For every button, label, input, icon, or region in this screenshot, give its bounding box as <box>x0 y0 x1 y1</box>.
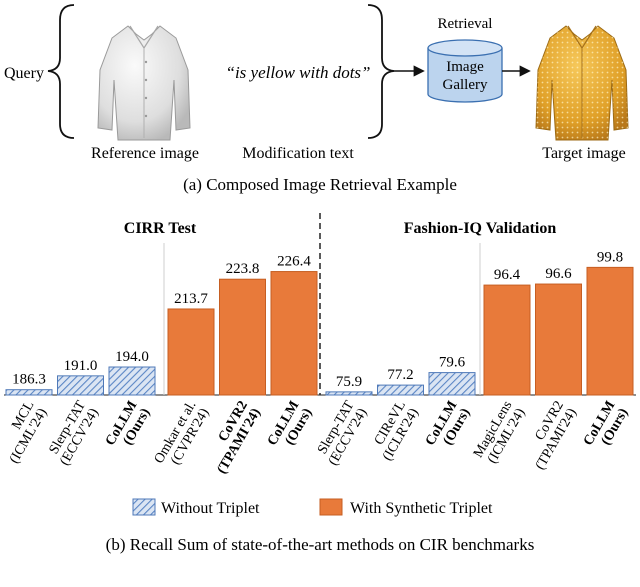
panel-b-chart: CIRR Test Fashion-IQ Validation 186.3 191… <box>0 213 636 554</box>
left-brace <box>47 4 75 139</box>
legend-swatch-without-triplet <box>132 498 156 516</box>
gallery-label-line2: Gallery <box>443 77 488 93</box>
bar-cirr-covr2-tpami-24 <box>219 278 266 396</box>
bar-cirr-omkar-et-al-cvpr-24 <box>167 308 215 396</box>
bar-fiq-magiclens-icml-24 <box>483 284 531 396</box>
bar-cirr-mcl-icml-24 <box>5 389 53 396</box>
bar-value-label: 223.8 <box>226 261 260 277</box>
bar-value-label: 186.3 <box>12 372 46 388</box>
bar-value-label: 226.4 <box>277 254 311 270</box>
bar-value-label: 96.6 <box>545 266 572 282</box>
x-tick-label: CoLLM(Ours) <box>103 398 154 456</box>
reference-shirt-image <box>97 25 191 141</box>
x-tick-label: CoLLM(Ours) <box>265 398 316 456</box>
bar-value-label: 79.6 <box>439 355 466 371</box>
image-gallery-database-icon <box>427 39 503 103</box>
retrieval-label: Retrieval <box>438 16 493 32</box>
reference-caption: Reference image <box>91 145 199 162</box>
bar-fiq-collm-ours <box>586 266 634 396</box>
legend-label-without-triplet: Without Triplet <box>161 500 260 517</box>
bar-value-label: 99.8 <box>597 249 623 265</box>
bar-cirr-slerp-tat-eccv-24 <box>57 375 104 396</box>
bar-value-label: 77.2 <box>387 367 413 383</box>
legend-label-with-synthetic-triplet: With Synthetic Triplet <box>350 500 493 517</box>
x-tick-label: Omkar et al.(CVPR'24) <box>152 398 213 474</box>
query-label: Query <box>4 65 44 82</box>
bar-value-label: 96.4 <box>494 267 521 283</box>
right-brace <box>367 4 395 139</box>
bar-fiq-collm-ours <box>428 372 476 396</box>
bar-cirr-collm-ours <box>108 366 156 396</box>
legend: Without Triplet With Synthetic Triplet <box>132 498 493 517</box>
bar-cirr-collm-ours <box>270 271 318 396</box>
x-tick-label: CoLLM(Ours) <box>423 398 474 456</box>
panel-a-caption: (a) Composed Image Retrieval Example <box>183 175 457 194</box>
x-tick-label: Slerp-TAT(ECCV'24) <box>44 398 102 468</box>
bar-value-label: 194.0 <box>115 349 149 365</box>
bar-fiq-slerp-tat-eccv-24 <box>325 391 373 396</box>
bar-fiq-covr2-tpami-24 <box>535 283 582 396</box>
x-tick-label: Slerp-TAT(ECCV'24) <box>313 398 371 468</box>
panel-b-caption: (b) Recall Sum of state-of-the-art metho… <box>106 535 535 554</box>
modification-text: “is yellow with dots” <box>226 63 371 82</box>
bar-value-label: 191.0 <box>64 358 98 374</box>
panel-a: Query “is yellow with dots” Retrieval Im… <box>4 4 629 194</box>
cirr-chart-title: CIRR Test <box>124 220 197 237</box>
x-tick-label: CoVR2(TPAMI'24) <box>520 398 580 472</box>
fashioniq-chart-title: Fashion-IQ Validation <box>404 220 557 237</box>
bar-fiq-cirevl-iclr-24 <box>377 384 424 396</box>
gallery-label-line1: Image <box>446 59 484 75</box>
x-tick-label: MCL(ICML'24) <box>0 398 51 466</box>
target-shirt-image <box>535 25 629 141</box>
bar-value-label: 213.7 <box>174 291 208 307</box>
legend-swatch-with-synthetic-triplet <box>319 498 343 516</box>
x-tick-label: CIReVL(ICLR'24) <box>367 398 422 463</box>
target-caption: Target image <box>542 145 625 162</box>
x-tick-label: CoLLM(Ours) <box>581 398 632 456</box>
x-tick-label: CoVR2(TPAMI'24) <box>202 398 265 476</box>
modification-caption: Modification text <box>242 145 354 162</box>
bar-value-label: 75.9 <box>336 374 362 390</box>
x-tick-label: MagicLens(ICML'24) <box>471 398 529 468</box>
